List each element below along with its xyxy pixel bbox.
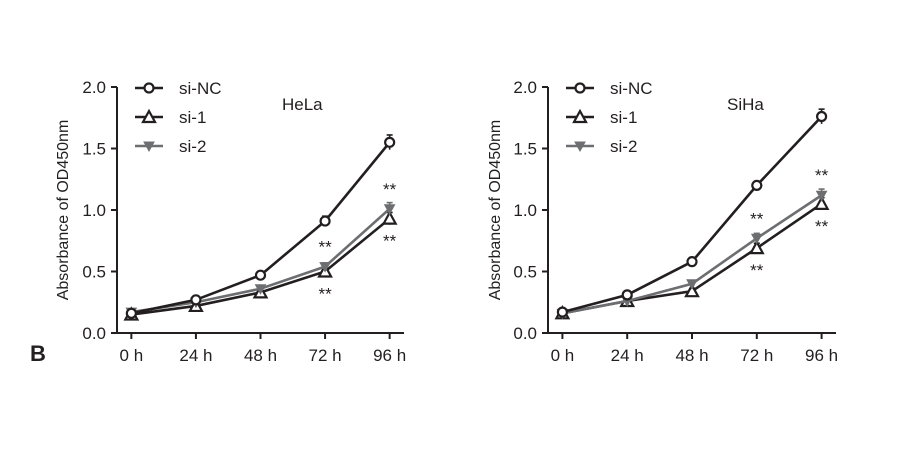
data-point [574, 82, 586, 94]
data-point [815, 110, 828, 123]
x-tick-label: 96 h [805, 346, 838, 365]
legend-label: si-1 [610, 108, 637, 127]
y-tick-label: 0.0 [513, 324, 537, 343]
x-tick-label: 0 h [120, 346, 144, 365]
significance-label: ** [815, 166, 829, 185]
x-tick-label: 72 h [309, 346, 342, 365]
data-point [319, 262, 331, 273]
significance-label: ** [815, 217, 829, 236]
y-tick-label: 2.0 [513, 78, 537, 97]
chart-1: 0.0 0.5 1.0 1.5 2.0 0 h 24 h 48 h 72 h 96 h Absorb… [55, 78, 406, 365]
legend-label: si-NC [610, 79, 653, 98]
significance-label: ** [318, 238, 332, 257]
significance-label: ** [750, 261, 764, 280]
series-si-2 [125, 201, 396, 319]
series-si-nc [556, 108, 828, 318]
data-point [556, 306, 569, 318]
data-point [621, 289, 633, 301]
data-point [813, 195, 830, 210]
y-tick-label: 2.0 [82, 78, 106, 97]
panel-label: B [30, 341, 46, 366]
x-tick-label: 48 h [675, 346, 708, 365]
series-line [131, 217, 391, 316]
x-tick-label: 72 h [740, 346, 773, 365]
y-tick-label: 1.0 [513, 201, 537, 220]
data-point [684, 282, 700, 298]
x-tick-label: 0 h [551, 346, 575, 365]
y-axis-label: Absorbance of OD450nm [55, 120, 72, 301]
significance-label: ** [750, 209, 764, 228]
data-point [815, 190, 828, 202]
data-point [751, 179, 763, 191]
legend-label: si-2 [610, 137, 637, 156]
series-si-2 [556, 188, 828, 320]
significance-label: ** [318, 285, 332, 304]
y-tick-label: 0.5 [513, 263, 537, 282]
significance-label: ** [383, 180, 397, 199]
data-point [143, 141, 155, 153]
data-point [254, 269, 267, 281]
x-tick-label: 24 h [611, 346, 644, 365]
data-point [383, 204, 396, 215]
data-point [319, 215, 331, 227]
y-tick-label: 1.5 [513, 140, 537, 159]
data-point [686, 256, 698, 268]
y-tick-label: 0.0 [82, 324, 106, 343]
series-si-nc [125, 134, 396, 319]
series-si-1 [123, 210, 398, 321]
data-point [686, 279, 698, 290]
data-point [381, 210, 398, 225]
legend-label: si-1 [179, 108, 206, 127]
y-tick-label: 1.0 [82, 201, 106, 220]
x-tick-label: 48 h [244, 346, 277, 365]
significance-label: ** [383, 232, 397, 251]
data-point [143, 82, 155, 94]
y-axis-label: Absorbance of OD450nm [487, 120, 504, 301]
data-point [141, 108, 157, 124]
legend-label: si-NC [179, 79, 222, 98]
cell-line-label: SiHa [727, 95, 764, 114]
x-tick-label: 24 h [179, 346, 212, 365]
chart-2: 0.0 0.5 1.0 1.5 2.0 0 h 24 h 48 h 72 h 96 h Absorb… [487, 78, 838, 365]
legend: si-NC si-1 si-2 [135, 79, 222, 156]
y-tick-label: 0.5 [82, 263, 106, 282]
data-point [574, 141, 586, 153]
data-point [254, 284, 267, 295]
legend: si-NC si-1 si-2 [566, 79, 653, 156]
data-point [572, 108, 588, 124]
data-point [125, 307, 137, 319]
x-tick-label: 96 h [373, 346, 406, 365]
legend-label: si-2 [179, 137, 206, 156]
data-point [748, 239, 765, 255]
data-point [384, 136, 396, 148]
cell-line-label: HeLa [282, 95, 323, 114]
data-point [750, 233, 763, 245]
y-tick-label: 1.5 [82, 140, 106, 159]
data-point [190, 294, 202, 306]
